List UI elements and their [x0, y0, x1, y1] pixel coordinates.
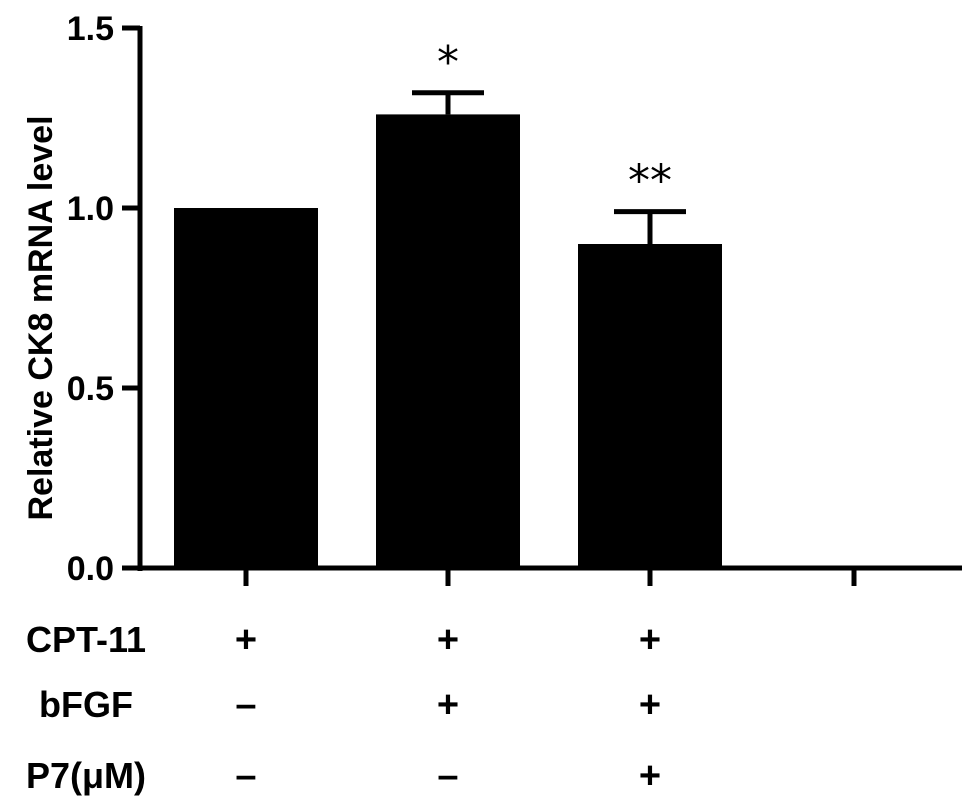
significance-marker: * — [437, 37, 459, 88]
condition-sign: + — [639, 684, 661, 726]
bar — [578, 244, 722, 568]
condition-sign: – — [235, 755, 256, 797]
condition-label: P7(μM) — [26, 755, 146, 796]
y-tick-label: 1.0 — [67, 190, 114, 228]
y-tick-label: 0.5 — [67, 370, 114, 408]
y-axis-label: Relative CK8 mRNA level — [22, 115, 60, 520]
bar — [376, 114, 520, 569]
significance-marker: ** — [628, 156, 672, 207]
error-bars — [412, 90, 686, 244]
y-tick-label: 0.0 — [67, 550, 114, 588]
condition-sign: – — [235, 684, 256, 726]
condition-sign: + — [437, 684, 459, 726]
significance-annotations: *** — [437, 37, 672, 207]
y-axis: 0.0 0.5 1.0 1.5 — [67, 10, 143, 588]
y-tick-label: 1.5 — [67, 10, 114, 48]
condition-label: CPT-11 — [26, 619, 146, 660]
condition-sign: + — [437, 619, 459, 661]
condition-sign: + — [235, 619, 257, 661]
condition-sign: + — [639, 619, 661, 661]
bar — [174, 208, 318, 568]
condition-sign: + — [639, 755, 661, 797]
condition-label: bFGF — [39, 684, 133, 725]
x-axis — [138, 565, 962, 586]
condition-table: CPT-11 + + + bFGF – + + P7(μM) – – + — [26, 619, 661, 797]
bars — [174, 114, 722, 569]
condition-sign: – — [437, 755, 458, 797]
